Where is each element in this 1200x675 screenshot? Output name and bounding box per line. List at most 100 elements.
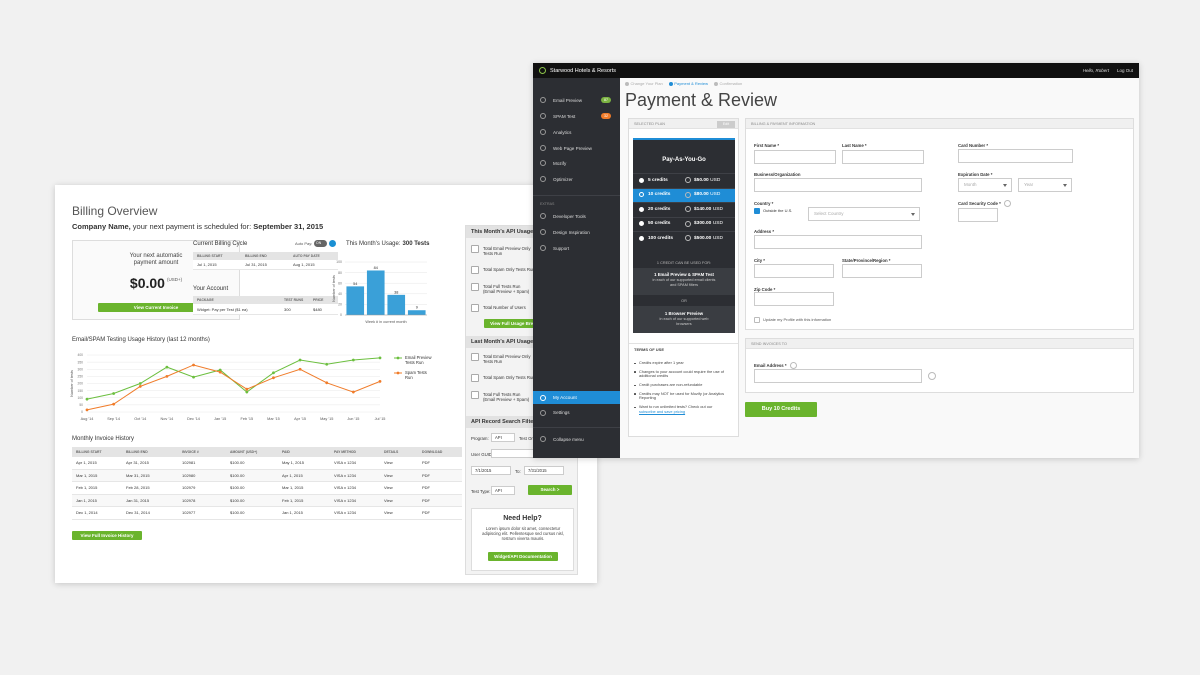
data-point [138, 382, 142, 385]
info-icon [329, 240, 336, 247]
data-point [218, 368, 222, 372]
search-button[interactable]: Search > [528, 485, 572, 495]
table-cell: View [384, 485, 393, 490]
table-row [72, 482, 462, 495]
nav-item[interactable]: Settings [553, 410, 570, 415]
info-icon [685, 206, 691, 213]
y-tick-label: 400 [77, 353, 83, 357]
table-cell: VISA x 1234 [334, 497, 357, 503]
input[interactable] [754, 264, 834, 278]
nav-item[interactable]: SPAM Test [553, 113, 576, 119]
credits: 20 credits [648, 206, 671, 212]
buy-button[interactable]: Buy 10 Credits [745, 402, 817, 417]
usage-item: (Email Preview + Spam) [483, 289, 530, 294]
input[interactable] [754, 369, 922, 383]
x-tick-label: Oct '14 [134, 417, 146, 421]
nav-item[interactable]: Mozify [553, 160, 567, 166]
bullet [634, 362, 636, 364]
nav-item[interactable]: Web Page Preview [553, 145, 592, 151]
section-title: Monthly Invoice History [72, 436, 135, 442]
table-cell: View [384, 497, 393, 503]
usage-breakdown-button[interactable]: View Full Usage Breakdown [484, 319, 556, 328]
table-header-bg [72, 447, 462, 457]
bar [407, 310, 426, 315]
autopay-toggle[interactable]: ON [314, 240, 327, 247]
x-tick-label: Feb '15 [241, 417, 254, 421]
data-point [192, 363, 195, 367]
y-tick-label: 20 [338, 303, 342, 307]
nav-item[interactable]: My Account [553, 395, 577, 400]
terms-link[interactable]: subscribe and save pricing [639, 408, 686, 414]
input[interactable]: API [491, 486, 515, 495]
add-email[interactable] [928, 372, 936, 380]
collapse-menu[interactable]: Collapse menu [553, 436, 584, 442]
plan-option[interactable] [633, 202, 735, 216]
input[interactable]: API [491, 433, 515, 442]
input[interactable] [958, 149, 1073, 163]
input[interactable] [754, 178, 922, 192]
field-label: Card Number * [958, 143, 989, 148]
price-currency: USD [710, 177, 721, 183]
price-currency: USD [712, 235, 723, 241]
table-cell: Feb 1, 2015 [282, 497, 304, 503]
nav-item[interactable]: Analytics [553, 129, 572, 135]
table-cell: Dec 1, 2014 [76, 510, 98, 515]
x-tick-label: Jan '15 [214, 417, 226, 421]
input[interactable] [754, 235, 922, 249]
nav-item[interactable]: Support [553, 245, 570, 251]
input[interactable] [754, 292, 834, 306]
column-header: PAY METHOD [334, 450, 356, 454]
terms-item: Credits expire after 1 year [634, 360, 732, 366]
column-header: DOWNLOAD [422, 450, 443, 454]
input[interactable]: 7/1/2015 [471, 466, 511, 475]
nav-item[interactable]: Developer Tools [553, 213, 586, 219]
y-tick-label: 350 [77, 360, 83, 364]
table-cell: Jan 1, 2015 [76, 497, 97, 503]
input[interactable] [842, 150, 924, 164]
usage-item: Total Email Preview Only [483, 246, 531, 251]
checkbox[interactable] [754, 208, 760, 214]
select[interactable]: Month [958, 178, 1012, 192]
plan-option[interactable] [633, 187, 735, 202]
view-invoice-button[interactable]: View Current Invoice [98, 303, 214, 312]
select[interactable]: Year [1018, 178, 1072, 192]
table-row [72, 494, 462, 507]
view-history-button[interactable]: View Full Invoice History [72, 531, 142, 540]
y-tick-label: 50 [79, 403, 83, 407]
plan-option[interactable] [633, 216, 735, 231]
bar-label: 38 [394, 290, 398, 294]
select[interactable]: Select Country [808, 207, 920, 221]
nav-item[interactable]: Optimizer [553, 176, 573, 182]
bullet [634, 393, 636, 395]
nav-item[interactable]: Design Inspiration [553, 229, 590, 235]
y-tick-label: 0 [81, 410, 83, 414]
usage-item: Total Full Tests Run [483, 284, 521, 289]
input[interactable] [842, 264, 922, 278]
nav-icon [540, 160, 546, 166]
edit-button[interactable]: Edit [717, 120, 735, 128]
nav-icon [540, 176, 546, 182]
nav-item[interactable]: Email Preview [553, 97, 583, 103]
checkbox[interactable] [754, 317, 760, 323]
plan-option[interactable] [633, 231, 735, 245]
table-cell: $100.00 [230, 460, 245, 465]
bullet [634, 371, 636, 373]
y-tick-label: 150 [77, 389, 83, 393]
x-tick-label: Mar '15 [267, 417, 280, 421]
autopay-label: Auto Pay: [295, 241, 313, 246]
table-cell: $100.00 [230, 485, 245, 490]
step-icon [714, 82, 719, 87]
logout-link[interactable]: Log Out [1116, 67, 1133, 73]
input[interactable]: 7/31/2015 [524, 466, 564, 475]
table-cell: VISA x 1234 [334, 472, 357, 478]
company-name: Company Name, [72, 222, 131, 231]
plan-option[interactable] [633, 173, 735, 187]
table-cell: Jan 31, 2015 [126, 497, 150, 503]
documentation-button[interactable]: Widget/API Documentation [488, 552, 558, 561]
input[interactable] [958, 208, 998, 222]
price-amount: $500.00 [694, 235, 712, 241]
column-header: PACKAGE [197, 298, 214, 302]
y-tick-label: 250 [77, 375, 83, 379]
input[interactable] [754, 150, 836, 164]
field-label: Email Address * [754, 363, 787, 368]
